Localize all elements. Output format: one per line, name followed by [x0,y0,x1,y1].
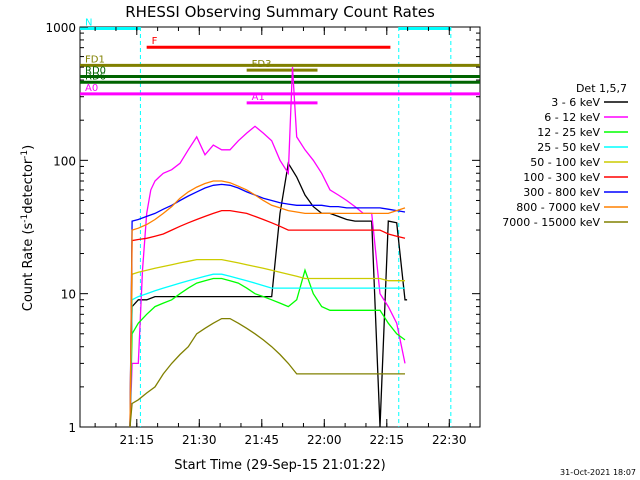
flag-label-n: N [85,17,92,28]
chart-title: RHESSI Observing Summary Count Rates [125,3,435,21]
series-line-2 [129,268,406,428]
x-tick-label: 22:00 [307,433,342,447]
footer-date: 31-Oct-2021 18:07 [560,468,636,477]
y-tick-label: 100 [53,154,76,168]
series-line-0 [129,161,408,428]
series-line-3 [129,273,405,428]
x-tick-label: 22:30 [432,433,467,447]
y-axis-label-tail: detector [21,158,36,214]
series-layer [129,67,408,428]
y-axis-label-sup: -1 [20,214,30,223]
y-axis: 1 10 100 1000 [45,21,480,435]
legend-item-label: 12 - 25 keV [537,126,600,139]
flag-label-rd6: RD6 [85,71,106,82]
legend-item-label: 300 - 800 keV [523,186,600,199]
x-tick-label: 21:30 [182,433,217,447]
legend: Det 1,5,7 3 - 6 keV 6 - 12 keV 12 - 25 keV… [502,82,628,229]
y-tick-label: 10 [61,288,76,302]
y-axis-label: Count Rate (s-1detector-1) [20,145,36,311]
legend-item-label: 3 - 6 keV [551,96,600,109]
x-axis-label: Start Time (29-Sep-15 21:01:22) [174,458,385,473]
flag-label-rd0: RD0 [85,66,106,77]
legend-item-label: 800 - 7000 keV [516,201,600,214]
y-axis-label-tail-sup: -1 [20,150,30,159]
series-line-7 [129,180,406,428]
x-tick-label: 21:15 [119,433,154,447]
series-line-8 [129,317,405,428]
flag-label-fd3: FD3 [252,59,272,70]
legend-item-label: 50 - 100 keV [530,156,600,169]
x-tick-label: 22:15 [369,433,404,447]
series-line-4 [129,258,405,428]
plot-frame [79,26,481,428]
series-line-6 [129,183,406,428]
y-axis-label-close: ) [21,145,36,150]
flag-label-a1: A1 [252,92,265,103]
legend-item-label: 25 - 50 keV [537,141,600,154]
series-line-5 [129,209,406,428]
legend-title: Det 1,5,7 [576,82,627,95]
legend-item-label: 100 - 300 keV [523,171,600,184]
legend-item-label: 7000 - 15000 keV [502,216,600,229]
legend-item-label: 6 - 12 keV [544,111,600,124]
flag-label-fd1: FD1 [85,54,105,65]
y-axis-label-main: Count Rate (s [21,222,36,311]
y-tick-label: 1000 [45,21,76,35]
series-line-1 [129,67,406,428]
x-axis: 21:15 21:30 21:45 22:00 22:15 22:30 [94,27,471,447]
flag-label-a0: A0 [85,83,98,94]
flag-label-f: F [152,36,158,47]
y-tick-label: 1 [68,421,76,435]
x-tick-label: 21:45 [244,433,279,447]
